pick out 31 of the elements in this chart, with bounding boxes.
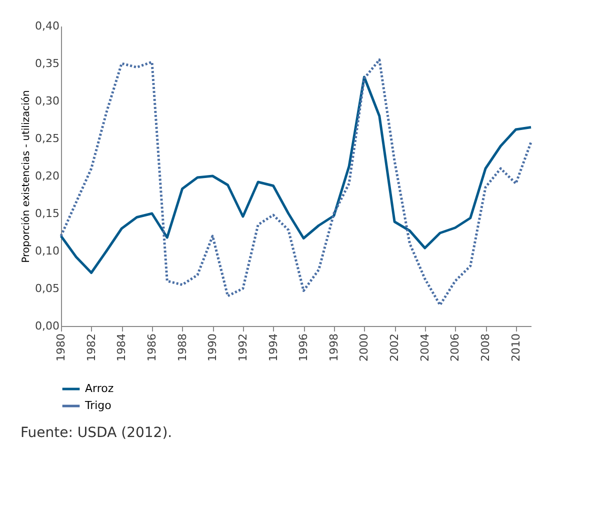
x-tick-label: 1984 [115, 334, 128, 362]
y-tick-label: 0,00 [35, 320, 60, 332]
y-tick-label: 0,40 [35, 20, 60, 32]
x-tick-label: 1986 [145, 334, 158, 362]
x-tick-label: 1998 [327, 334, 340, 362]
x-tick-label: 2004 [418, 334, 432, 362]
x-tick-label: 1996 [297, 334, 310, 362]
y-tick-label: 0,30 [35, 94, 60, 108]
legend-label: Trigo [84, 399, 112, 412]
x-tick-label: 1990 [206, 334, 220, 362]
x-tick-label: 1980 [54, 334, 68, 362]
y-tick-label: 0,10 [35, 244, 60, 258]
x-tick-label: 2006 [448, 334, 462, 362]
y-tick-label: 0,35 [35, 57, 60, 70]
y-tick-label: 0,20 [35, 170, 60, 182]
x-tick-label: 2000 [358, 334, 371, 362]
line-series [60, 58, 532, 306]
y-axis-title: Proporción existencias - utilización [21, 90, 32, 263]
x-tick-label: 1994 [266, 334, 280, 362]
y-tick-label: 0,25 [35, 132, 60, 145]
x-tick-label: 1982 [84, 334, 98, 362]
x-tick-label: 1988 [176, 334, 189, 362]
x-tick-label: 1992 [236, 334, 250, 362]
x-tick-label: 2002 [388, 334, 402, 362]
y-tick-label: 0,05 [35, 282, 60, 295]
source-note: Fuente: USDA (2012). [20, 425, 172, 441]
y-tick-label: 0,15 [35, 207, 60, 220]
x-tick-label: 2008 [479, 334, 492, 362]
line-series [60, 76, 532, 274]
legend-label: Arroz [85, 382, 114, 395]
x-tick-label: 2010 [509, 334, 522, 362]
